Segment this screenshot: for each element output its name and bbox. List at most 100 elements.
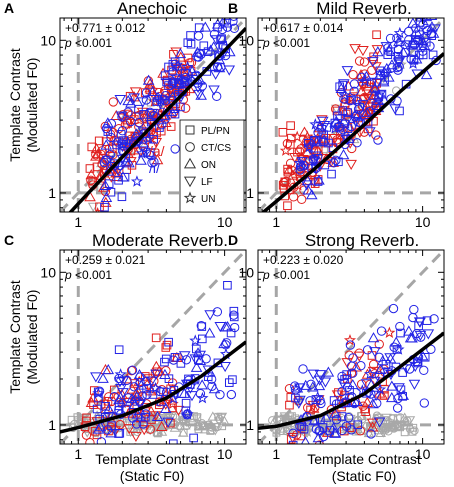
identity-line-d bbox=[258, 250, 444, 444]
data-point bbox=[160, 114, 170, 124]
data-point bbox=[334, 157, 343, 167]
data-point bbox=[291, 382, 304, 393]
data-point bbox=[371, 101, 381, 110]
legend-vowel-i: /i/ bbox=[149, 160, 160, 176]
data-point bbox=[298, 364, 308, 374]
data-point bbox=[396, 328, 405, 338]
data-point bbox=[103, 403, 115, 414]
data-point bbox=[217, 34, 226, 43]
data-point bbox=[159, 368, 171, 380]
data-point bbox=[102, 117, 114, 128]
panel-letter-b: B bbox=[228, 0, 238, 16]
data-point bbox=[293, 398, 305, 409]
data-point bbox=[380, 424, 391, 434]
data-point bbox=[392, 343, 405, 355]
data-point bbox=[126, 116, 136, 127]
data-point bbox=[191, 414, 202, 424]
data-point bbox=[145, 85, 155, 95]
data-point bbox=[429, 24, 441, 35]
data-point bbox=[211, 18, 224, 29]
data-point bbox=[360, 70, 373, 81]
panel-title-a: Anechoic bbox=[117, 0, 187, 18]
data-point bbox=[145, 424, 156, 434]
data-point bbox=[144, 78, 156, 89]
data-point bbox=[215, 414, 224, 424]
data-point bbox=[102, 155, 114, 166]
p-symbol: p bbox=[262, 268, 270, 282]
data-point bbox=[112, 140, 121, 150]
data-point bbox=[196, 379, 208, 390]
data-point bbox=[160, 90, 171, 101]
data-point bbox=[415, 332, 426, 342]
data-point bbox=[130, 396, 140, 406]
data-point bbox=[329, 407, 341, 418]
data-point bbox=[186, 391, 198, 402]
data-point bbox=[208, 85, 220, 96]
data-point bbox=[329, 158, 339, 168]
data-point bbox=[329, 396, 339, 405]
data-point bbox=[393, 57, 406, 68]
data-point bbox=[138, 425, 151, 436]
data-point bbox=[337, 371, 347, 382]
data-point bbox=[390, 336, 403, 347]
p-symbol: p bbox=[262, 36, 270, 50]
data-point bbox=[345, 340, 356, 350]
data-point bbox=[120, 155, 132, 166]
data-point bbox=[353, 351, 366, 362]
panel-title-b: Mild Reverb. bbox=[316, 0, 411, 18]
data-point bbox=[358, 401, 368, 411]
data-point bbox=[162, 340, 172, 350]
data-point bbox=[114, 377, 126, 388]
plot-inner-a bbox=[60, 8, 246, 212]
data-point bbox=[137, 137, 149, 148]
data-point bbox=[390, 422, 400, 431]
p-threshold: <0.001 bbox=[72, 36, 113, 50]
data-point bbox=[428, 50, 438, 60]
data-point bbox=[170, 57, 180, 67]
data-point bbox=[330, 104, 341, 114]
data-point bbox=[429, 314, 439, 324]
data-point bbox=[180, 103, 191, 113]
legend-marker-circle bbox=[185, 142, 195, 152]
data-point bbox=[178, 351, 191, 362]
data-point bbox=[224, 378, 234, 387]
data-point bbox=[335, 82, 344, 92]
data-point bbox=[418, 46, 428, 56]
data-point bbox=[296, 431, 306, 441]
data-point bbox=[278, 211, 291, 212]
data-point bbox=[161, 354, 171, 364]
data-point bbox=[217, 8, 225, 16]
data-point bbox=[115, 111, 128, 122]
fit-line-c bbox=[60, 340, 246, 434]
data-point bbox=[357, 45, 369, 57]
data-point bbox=[294, 383, 306, 394]
data-point bbox=[198, 334, 207, 344]
plot-frame-a bbox=[59, 17, 247, 213]
data-point bbox=[92, 147, 104, 159]
data-point bbox=[325, 426, 335, 435]
data-point bbox=[288, 440, 298, 444]
data-point bbox=[150, 369, 162, 380]
fit-line-d bbox=[258, 331, 444, 431]
data-point bbox=[104, 179, 114, 188]
data-point bbox=[346, 361, 357, 371]
data-point bbox=[337, 412, 347, 421]
data-point bbox=[117, 192, 127, 202]
x-tick-label: 1 bbox=[272, 446, 280, 462]
y-tick-label: 10 bbox=[40, 264, 56, 280]
data-point bbox=[302, 184, 314, 195]
data-point bbox=[94, 421, 107, 432]
data-point bbox=[226, 328, 236, 338]
panel-letter-a: A bbox=[4, 0, 14, 16]
data-point bbox=[367, 332, 380, 343]
data-point bbox=[409, 55, 419, 65]
data-point bbox=[170, 109, 180, 119]
data-point bbox=[373, 417, 386, 428]
data-point bbox=[347, 95, 356, 105]
data-point bbox=[189, 433, 198, 443]
data-point bbox=[126, 383, 138, 394]
identity-line-c bbox=[60, 250, 246, 444]
data-point bbox=[170, 62, 183, 73]
data-point bbox=[392, 420, 401, 429]
data-point bbox=[356, 100, 369, 111]
